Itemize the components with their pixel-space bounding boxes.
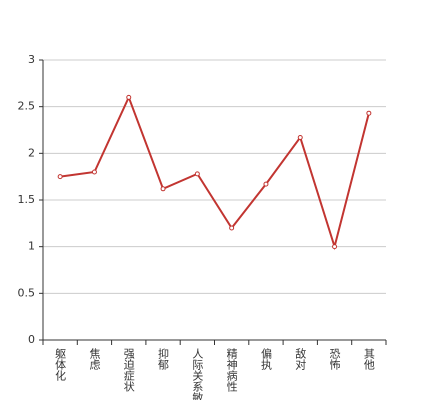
x-tick-label: 强迫症状 <box>122 348 135 392</box>
point <box>126 94 132 100</box>
y-tick-label: 0 <box>28 333 35 346</box>
point <box>160 186 166 192</box>
point <box>297 134 303 140</box>
y-tick-label: 2.5 <box>18 100 36 113</box>
x-tick-label: 焦虑 <box>88 348 101 370</box>
point <box>57 174 63 180</box>
x-tick-label: 精神病性 <box>225 348 238 393</box>
y-tick-label: 1.5 <box>18 193 36 206</box>
point <box>91 169 97 175</box>
y-tick-label: 0.5 <box>18 286 36 299</box>
point <box>263 181 269 187</box>
x-tick-label: 恐怖 <box>328 348 341 370</box>
x-tick-label: 抑郁 <box>157 347 170 370</box>
x-tick-label: 偏执 <box>259 347 272 371</box>
line <box>60 94 370 251</box>
point <box>194 171 200 177</box>
point <box>366 110 372 116</box>
x-tick-label: 敌对 <box>294 347 307 370</box>
y-tick-label: 2 <box>28 146 35 159</box>
x-tick-label: 其他 <box>362 348 375 370</box>
x-tick-label: 躯体化 <box>54 348 67 382</box>
x-tick-label: 人际关系敏感 <box>191 348 204 400</box>
point <box>229 225 235 231</box>
y-tick-label: 1 <box>28 240 35 253</box>
point <box>332 244 338 250</box>
y-tick-label: 3 <box>28 53 35 66</box>
